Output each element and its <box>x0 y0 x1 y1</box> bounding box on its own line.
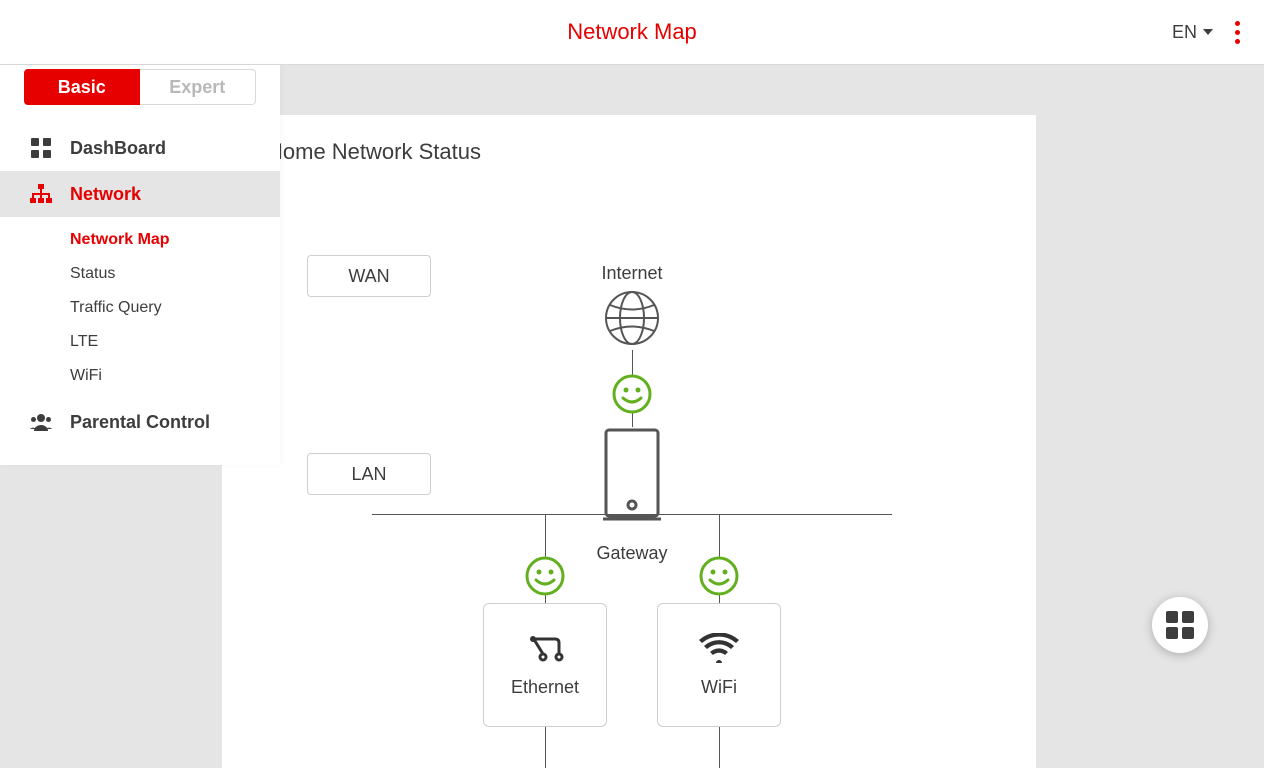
tab-basic[interactable]: Basic <box>24 69 140 105</box>
header-actions: EN <box>1172 0 1244 64</box>
sidebar-item-status[interactable]: Status <box>70 257 280 291</box>
diagram-line <box>719 727 720 768</box>
sidebar: Basic Expert DashBoard <box>0 65 280 465</box>
page-title: Network Map <box>567 19 697 45</box>
network-diagram: WAN LAN Internet Gateway <box>222 205 1036 768</box>
sidebar-item-parental-control[interactable]: Parental Control <box>0 399 280 445</box>
status-ok-icon <box>525 556 565 596</box>
status-ok-icon <box>612 374 652 414</box>
wifi-node[interactable]: WiFi <box>657 603 781 727</box>
grid-icon <box>30 138 52 158</box>
status-ok-icon <box>699 556 739 596</box>
chevron-down-icon <box>1203 29 1213 35</box>
wan-tag[interactable]: WAN <box>307 255 431 297</box>
more-menu-button[interactable] <box>1231 17 1244 48</box>
language-label: EN <box>1172 22 1197 43</box>
sidebar-item-network[interactable]: Network <box>0 171 280 217</box>
ethernet-label: Ethernet <box>511 677 579 698</box>
mode-tabs: Basic Expert <box>0 69 280 105</box>
diagram-line <box>545 727 546 768</box>
header: Network Map EN <box>0 0 1264 64</box>
content-heading: Home Network Status <box>222 139 1036 165</box>
sidebar-item-label: Network <box>70 184 141 205</box>
main: Home Network Status WAN LAN Internet Gat… <box>0 64 1264 768</box>
sidebar-item-label: DashBoard <box>70 138 166 159</box>
sidebar-subnav-network: Network Map Status Traffic Query LTE WiF… <box>0 217 280 399</box>
sidebar-item-traffic-query[interactable]: Traffic Query <box>70 291 280 325</box>
users-icon <box>30 413 52 431</box>
lan-tag[interactable]: LAN <box>307 453 431 495</box>
ethernet-node[interactable]: Ethernet <box>483 603 607 727</box>
language-selector[interactable]: EN <box>1172 22 1213 43</box>
apps-grid-button[interactable] <box>1152 597 1208 653</box>
wifi-label: WiFi <box>701 677 737 698</box>
sidebar-item-dashboard[interactable]: DashBoard <box>0 125 280 171</box>
grid-icon <box>1166 611 1194 639</box>
sitemap-icon <box>30 184 52 204</box>
wifi-icon <box>699 633 739 663</box>
internet-label: Internet <box>601 263 662 284</box>
sidebar-item-network-map[interactable]: Network Map <box>70 223 280 257</box>
globe-icon <box>604 290 660 351</box>
sidebar-item-label: Parental Control <box>70 412 210 433</box>
ethernet-icon <box>525 633 565 663</box>
content-panel: Home Network Status WAN LAN Internet Gat… <box>222 115 1036 768</box>
diagram-line <box>372 514 892 515</box>
sidebar-item-wifi[interactable]: WiFi <box>70 359 280 393</box>
tab-expert[interactable]: Expert <box>140 69 257 105</box>
gateway-label: Gateway <box>596 543 667 564</box>
gateway-icon[interactable] <box>602 427 662 528</box>
sidebar-item-lte[interactable]: LTE <box>70 325 280 359</box>
